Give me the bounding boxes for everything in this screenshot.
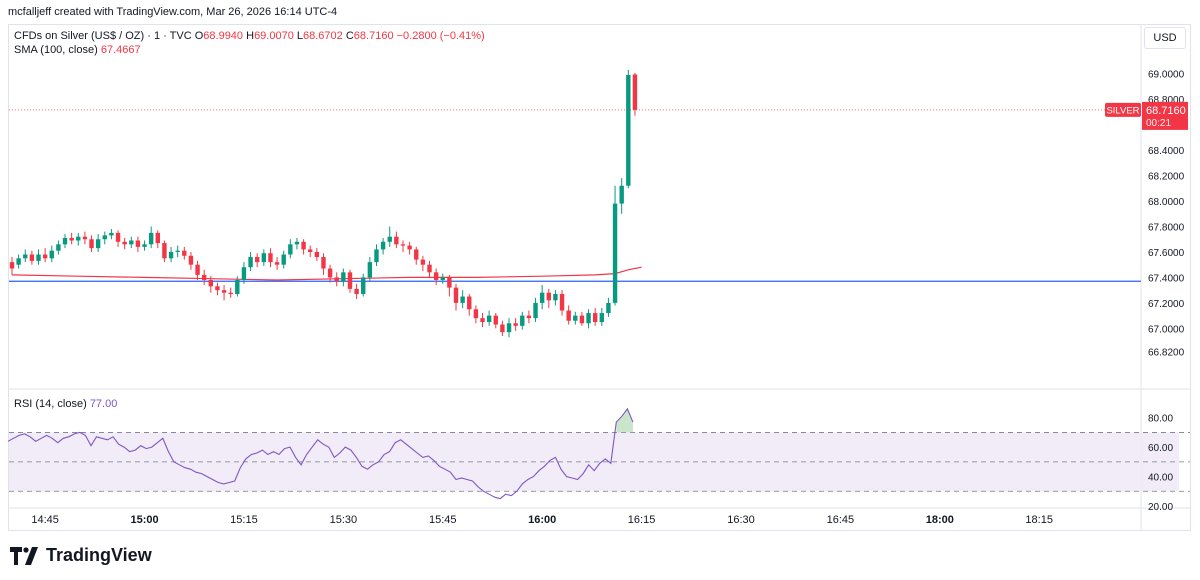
sma-legend: SMA (100, close) 67.4667 [14,44,141,56]
sma-value: 67.4667 [100,44,141,56]
tradingview-logo-icon [10,546,38,565]
open-value: 68.9940 [203,30,244,42]
close-label: C [345,30,354,42]
rsi-value: 77.00 [89,398,118,410]
instrument-name[interactable]: CFDs on Silver (US$ / OZ) · 1 · TVC [14,30,192,42]
change-value: −0.2800 (−0.41%) [396,30,485,42]
open-label: O [194,30,204,42]
rsi-legend: RSI (14, close) 77.00 [14,398,117,410]
tradingview-logo: TradingView [10,545,152,566]
sma-label[interactable]: SMA (100, close) [14,44,98,56]
low-label: L [296,30,304,42]
currency-button[interactable]: USD [1144,27,1186,49]
instrument-legend: CFDs on Silver (US$ / OZ) · 1 · TVC O68.… [14,30,485,42]
chart-frame [8,24,1191,531]
attribution-text: mcfalljeff created with TradingView.com,… [8,6,338,18]
high-value: 69.0070 [254,30,294,42]
brand-name: TradingView [46,545,152,565]
low-value: 68.6702 [303,30,343,42]
rsi-label[interactable]: RSI (14, close) [14,398,87,410]
close-value: 68.7160 [353,30,394,42]
high-label: H [246,30,255,42]
